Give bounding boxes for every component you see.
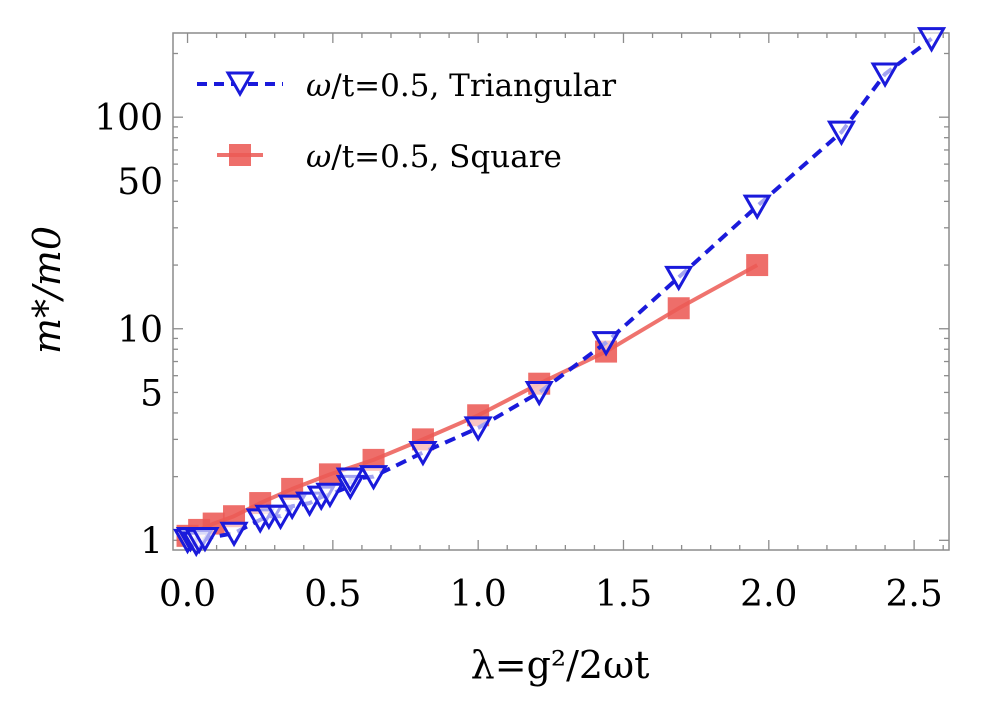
y-tick-labels: 1 5 10 50 100 xyxy=(94,98,163,562)
legend-label-square: ω/t=0.5, Square xyxy=(306,139,562,175)
y-axis-title-text: m*/m0 xyxy=(25,226,69,354)
legend-omega-triangular: ω xyxy=(306,68,331,104)
x-tick-label: 1.5 xyxy=(595,574,652,615)
series-triangular xyxy=(172,27,947,558)
y-tick-label: 1 xyxy=(140,521,163,562)
data-point-triangle xyxy=(463,416,493,442)
x-ticks xyxy=(186,33,944,550)
plot-frame xyxy=(172,32,950,551)
y-axis-title: m*/m0 xyxy=(25,226,69,354)
data-point-square xyxy=(223,505,246,528)
data-point-triangle xyxy=(664,265,694,292)
data-point-triangle xyxy=(277,494,307,521)
x-tick-label: 2.5 xyxy=(885,574,942,615)
data-point-triangle xyxy=(315,482,345,509)
x-tick-label: 0.0 xyxy=(159,574,216,615)
y-tick-label: 5 xyxy=(140,373,163,414)
y-tick-label: 50 xyxy=(117,162,163,203)
x-tick-labels: 0.0 0.5 1.0 1.5 2.0 2.5 xyxy=(159,574,943,615)
data-point-square xyxy=(746,254,769,277)
series-layer xyxy=(172,27,947,558)
x-tick-label: 1.0 xyxy=(450,574,507,615)
legend-item-triangular: ω/t=0.5, Triangular xyxy=(197,68,616,104)
y-tick-label: 10 xyxy=(117,310,163,351)
legend-rest-square: /t=0.5, Square xyxy=(331,139,562,175)
x-tick-label: 2.0 xyxy=(740,574,797,615)
legend-label-triangular: ω/t=0.5, Triangular xyxy=(306,68,616,104)
legend-marker-square xyxy=(229,144,251,166)
legend-omega-square: ω xyxy=(306,139,331,175)
data-point-triangle xyxy=(916,27,947,53)
data-point-triangle xyxy=(742,194,772,221)
legend: ω/t=0.5, Triangular ω/t=0.5, Square xyxy=(197,68,616,175)
data-point-triangle xyxy=(358,465,389,491)
x-tick-label: 0.5 xyxy=(304,574,361,615)
data-point-triangle xyxy=(524,380,554,407)
legend-rest-triangular: /t=0.5, Triangular xyxy=(331,68,616,104)
data-point-triangle xyxy=(265,504,296,531)
plot-area xyxy=(172,27,950,558)
legend-item-square: ω/t=0.5, Square xyxy=(217,139,562,175)
series-line xyxy=(186,37,933,546)
data-point-triangle xyxy=(335,467,365,493)
data-point-square xyxy=(318,463,341,486)
data-point-triangle xyxy=(219,521,249,548)
data-point-square xyxy=(667,297,690,320)
data-point-triangle xyxy=(408,441,438,467)
data-point-triangle xyxy=(870,62,900,89)
series-square xyxy=(176,254,769,547)
x-axis-title: λ=g²/2ωt xyxy=(471,643,650,687)
data-point-triangle xyxy=(190,527,220,553)
legend-marker-triangular xyxy=(225,71,255,98)
data-point-triangle xyxy=(826,120,857,147)
y-tick-label: 100 xyxy=(94,98,163,139)
data-point-triangle xyxy=(591,331,621,357)
y-ticks xyxy=(173,52,949,541)
